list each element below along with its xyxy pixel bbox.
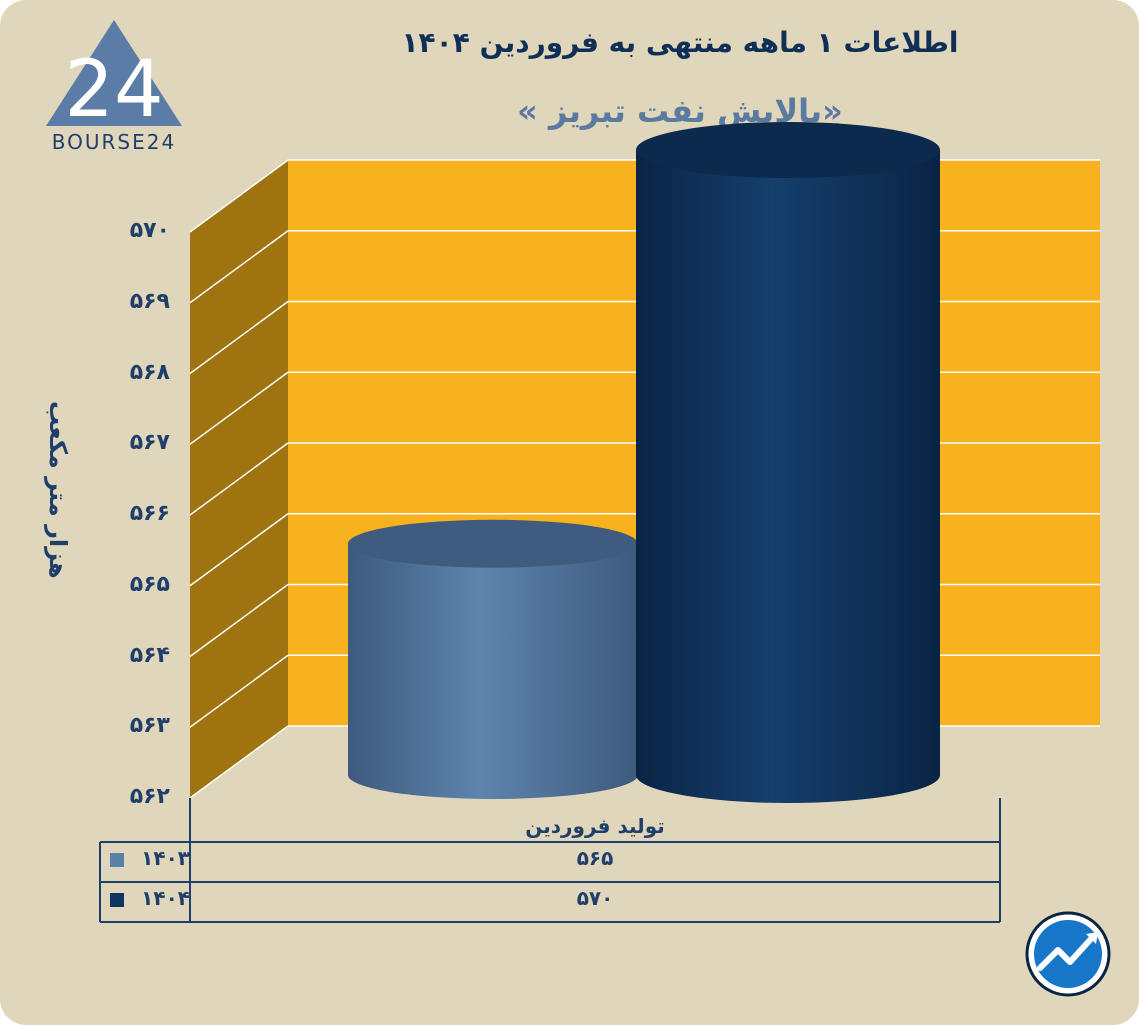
cylinder-1403 (348, 519, 638, 799)
cylinder-1404 (636, 122, 940, 803)
data-table-lines (99, 798, 1001, 923)
gridline-side (189, 300, 289, 375)
y-tick-label: ۵۶۸ (129, 359, 170, 385)
y-tick-label: ۵۶۷ (129, 430, 170, 456)
cylinder-body (348, 543, 638, 799)
svg-text:24: 24 (64, 45, 163, 135)
legend-swatch-1404 (110, 893, 124, 907)
legend-label-1403: ۱۴۰۳ (141, 846, 190, 870)
y-tick-label: ۵۶۹ (129, 288, 170, 314)
gridline-side (189, 442, 289, 516)
y-tick-label: ۵۶۳ (129, 713, 170, 739)
chart-title: اطلاعات ۱ ماهه منتهی به فروردین ۱۴۰۴ (401, 26, 959, 59)
y-tick-label: ۵۶۵ (129, 571, 170, 597)
gridline-side (189, 583, 289, 658)
gridline-side (189, 230, 289, 304)
gridline-side (189, 371, 289, 445)
trend-logo-icon (1025, 911, 1111, 997)
cylinder-top (636, 122, 940, 178)
y-tick-label: ۵۶۶ (129, 501, 170, 526)
bars (348, 122, 940, 803)
y-tick-label: ۵۶۲ (129, 784, 170, 809)
value-cell-1403: ۵۶۵ (576, 846, 614, 870)
gridline-side (189, 725, 289, 799)
category-label: تولید فروردین (525, 814, 665, 838)
bourse24-logo: 24 (46, 20, 182, 135)
legend-swatch-1403 (110, 853, 124, 867)
y-tick-label: ۵۶۴ (129, 642, 170, 668)
value-cell-1404: ۵۷۰ (576, 886, 614, 910)
gridline-side (189, 159, 289, 233)
logo-text: BOURSE24 (51, 130, 177, 154)
y-tick-label: ۵۷۰ (129, 218, 170, 243)
legend-label-1404: ۱۴۰۴ (141, 886, 190, 910)
cylinder-top (348, 519, 638, 568)
cylinder-body (636, 150, 940, 803)
gridline-side (189, 513, 289, 587)
gridline-side (189, 654, 289, 728)
y-axis-label: هزار متر مکعب (44, 401, 72, 579)
